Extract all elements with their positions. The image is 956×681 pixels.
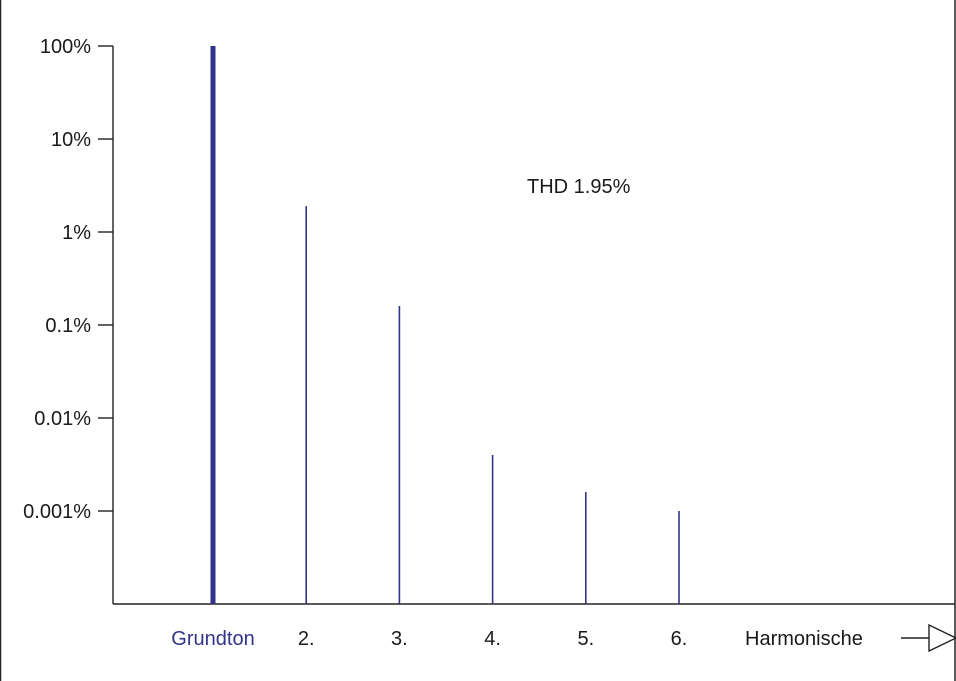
y-tick-label: 0.1% xyxy=(45,315,91,337)
y-tick-label: 1% xyxy=(62,222,91,244)
bars xyxy=(210,46,680,604)
x-axis-label: Harmonische xyxy=(745,628,863,650)
x-axis-arrow-icon xyxy=(901,623,956,653)
category-label: Grundton xyxy=(171,628,254,650)
y-tick-label: 100% xyxy=(40,36,91,58)
category-label: 6. xyxy=(671,628,688,650)
category-label: 4. xyxy=(484,628,501,650)
category-labels: Grundton 2. 3. 4. 5. 6. xyxy=(171,628,687,650)
y-ticks: 100% 10% 1% 0.1% 0.01% 0.001% xyxy=(23,36,113,523)
y-tick-label: 0.01% xyxy=(34,408,91,430)
y-tick-label: 10% xyxy=(51,129,91,151)
thd-annotation: THD 1.95% xyxy=(527,176,631,198)
category-label: 5. xyxy=(577,628,594,650)
y-tick-label: 0.001% xyxy=(23,501,91,523)
category-label: 3. xyxy=(391,628,408,650)
category-label: 2. xyxy=(298,628,315,650)
